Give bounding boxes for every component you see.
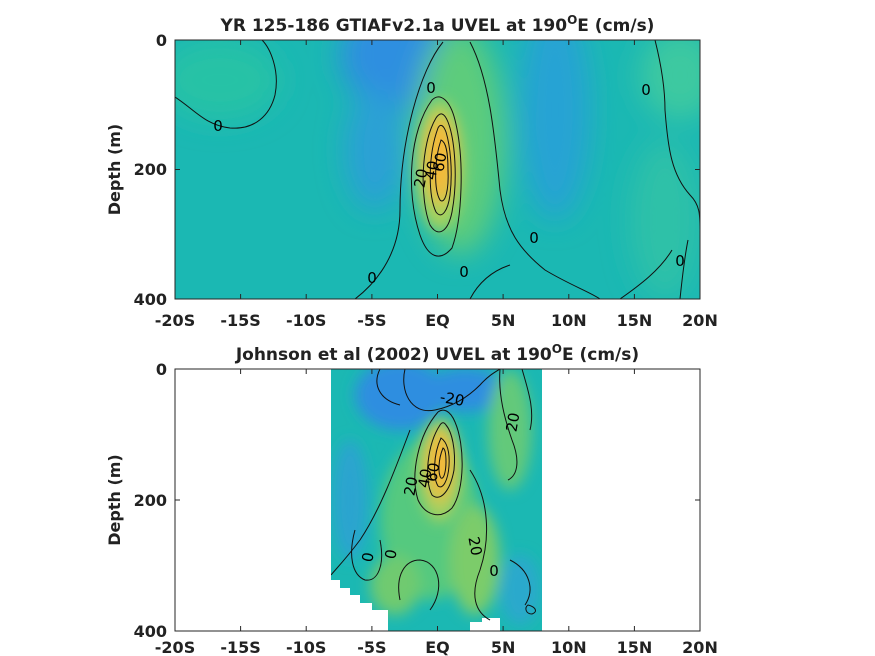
x-tick-label: -15S [220,638,260,656]
contour-label: 60 [429,151,450,173]
contour-label: 60 [422,461,443,483]
contour-label: 0 [367,269,377,287]
x-tick-label: 10N [551,311,587,330]
panel-1-field: 0 0 0 20 40 60 0 0 0 0 [175,40,700,299]
panel-1-tick-marks [175,40,700,299]
y-tick-label: 400 [134,622,167,641]
contour-label: 0 [489,562,499,580]
y-tick-label: 400 [134,290,167,309]
contour-label: 0 [675,252,685,270]
x-tick-label: 20N [682,638,718,656]
x-tick-label: 10N [551,638,587,656]
contour-label: 0 [529,229,539,247]
panel-2-y-ticks: 0 200 400 [134,360,167,641]
x-tick-label: 5N [491,638,516,656]
x-tick-label: -20S [155,311,195,330]
contour-label: 40 [414,467,435,489]
contour-label: 0 [381,548,400,561]
y-tick-label: 0 [156,360,167,379]
contour-label: 0 [358,551,377,564]
panel-2-field: -20 20 20 40 60 20 0 0 0 [331,369,542,631]
panel-2: -20 20 20 40 60 20 0 0 0 Johnson et al (… [105,342,718,656]
x-tick-label: 15N [617,638,653,656]
contour-label: 0 [426,79,436,97]
contour-label: -20 [439,388,466,410]
panel-1-contour-labels: 0 0 0 20 40 60 0 0 0 0 [213,79,685,287]
contour-label: 40 [421,159,442,181]
panel-2-x-ticks: -20S -15S -10S -5S EQ 5N 10N 15N 20N [155,638,718,656]
x-tick-label: -20S [155,638,195,656]
y-tick-label: 0 [156,31,167,50]
panel-1-x-ticks: -20S -15S -10S -5S EQ 5N 10N 15N 20N [155,311,718,330]
y-tick-label: 200 [134,491,167,510]
x-tick-label: 5N [491,311,516,330]
x-tick-label: -10S [286,311,326,330]
panel-1-y-ticks: 0 200 400 [134,31,167,309]
panel-1-title: YR 125-186 GTIAFv2.1a UVEL at 190OE (cm/… [220,13,655,36]
contour-label: 20 [410,167,431,189]
x-tick-label: -15S [220,311,260,330]
x-tick-label: -5S [357,311,386,330]
x-tick-label: -10S [286,638,326,656]
contour-label: 20 [464,535,485,557]
panel-2-y-axis-label: Depth (m) [105,454,124,546]
contour-label: 0 [459,263,469,281]
y-tick-label: 200 [134,160,167,179]
contour-label: 20 [502,411,523,433]
contour-label: 0 [641,81,651,99]
panel-2-tick-marks [175,369,700,631]
x-tick-label: -5S [357,638,386,656]
contour-label: 0 [213,117,223,135]
x-tick-label: EQ [425,311,450,330]
panel-2-title: Johnson et al (2002) UVEL at 190OE (cm/s… [235,342,639,365]
x-tick-label: 15N [617,311,653,330]
panel-2-contour-labels: -20 20 20 40 60 20 0 0 0 [358,388,523,580]
contour-label: 20 [400,475,421,497]
panel-1-y-axis-label: Depth (m) [105,124,124,216]
x-tick-label: 20N [682,311,718,330]
x-tick-label: EQ [425,638,450,656]
panel-1: 0 0 0 20 40 60 0 0 0 0 YR 125-186 [105,13,718,330]
